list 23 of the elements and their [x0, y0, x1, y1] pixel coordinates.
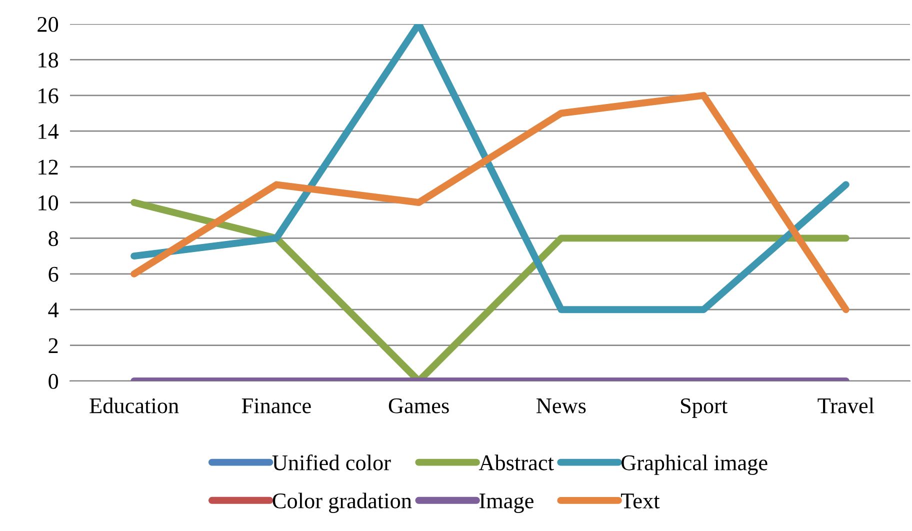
y-tick-label: 2: [48, 338, 58, 354]
y-tick-label: 20: [38, 16, 58, 32]
y-tick-label: 12: [38, 160, 58, 175]
legend-label: Color gradation: [272, 492, 412, 513]
x-tick-label: Games: [388, 398, 449, 414]
x-tick-label: Finance: [242, 398, 311, 414]
y-tick-label: 14: [38, 124, 59, 139]
y-tick-label: 0: [48, 374, 58, 389]
legend-label: Text: [621, 494, 660, 508]
y-tick-label: 8: [48, 231, 58, 246]
legend-label: Abstract: [478, 454, 554, 470]
legend-label: Unified color: [272, 454, 391, 470]
legend-label: Graphical image: [622, 454, 768, 475]
x-tick-label: News: [536, 398, 586, 414]
x-tick-label: Education: [90, 398, 179, 414]
y-tick-label: 16: [38, 88, 58, 104]
x-tick-label: Sport: [680, 398, 728, 418]
legend-label: Image: [479, 494, 534, 513]
y-tick-label: 18: [38, 52, 58, 68]
y-tick-label: 10: [38, 195, 58, 210]
x-tick-label: Travel: [818, 398, 874, 414]
y-tick-label: 4: [48, 302, 59, 318]
y-tick-label: 6: [48, 266, 58, 282]
